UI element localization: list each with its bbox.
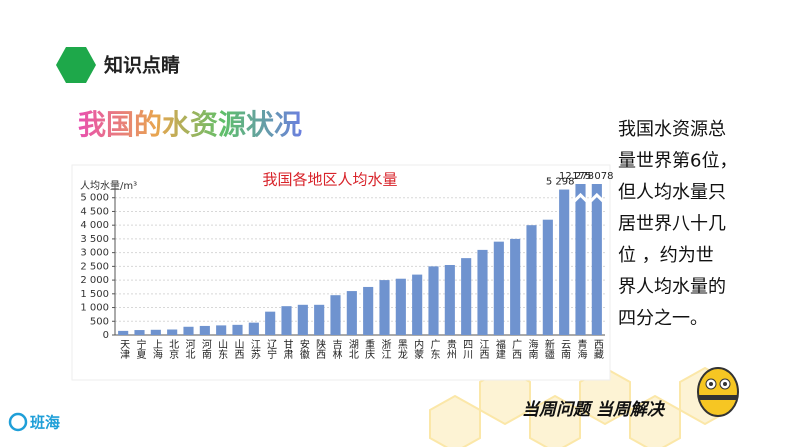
x-tick-label: 湖北 — [346, 339, 358, 359]
y-axis-label: 人均水量/m³ — [80, 180, 137, 192]
bar — [232, 324, 243, 335]
side-text-line: 位 ，约为世 — [618, 245, 714, 266]
x-tick-label: 北京 — [167, 339, 179, 360]
bar — [379, 280, 390, 335]
y-tick-label: 2 000 — [80, 275, 109, 286]
x-tick-label: 甘肃 — [281, 338, 293, 360]
chart-title: 我国各地区人均水量 — [262, 171, 397, 189]
hexagon-icon — [56, 47, 96, 83]
bar — [281, 306, 292, 335]
y-tick-label: 500 — [90, 316, 109, 327]
x-tick-label: 重庆 — [363, 338, 375, 360]
axis-break — [589, 192, 604, 203]
bar — [216, 325, 227, 335]
side-text-line: 居世界八十几 — [618, 214, 726, 235]
x-tick-label: 浙江 — [379, 339, 391, 359]
x-tick-label: 西藏 — [591, 339, 603, 360]
y-tick-label: 5 000 — [80, 193, 109, 204]
x-tick-label: 山西 — [232, 339, 244, 359]
logo-icon — [8, 412, 28, 432]
side-text-line: 界人均水量的 — [618, 277, 726, 298]
side-text-line: 四分之一。 — [618, 308, 708, 329]
x-tick-label: 山东 — [216, 339, 228, 359]
chart-frame — [71, 164, 611, 381]
y-tick-label: 3 500 — [80, 234, 109, 245]
x-tick-label: 福建 — [493, 338, 505, 359]
x-tick-label: 广西 — [510, 339, 522, 359]
y-tick-label: 0 — [103, 330, 109, 341]
bar — [559, 189, 570, 335]
x-tick-label: 青海 — [575, 338, 587, 360]
side-text-line: 量世界第6位， — [618, 151, 737, 172]
x-tick-label: 黑龙 — [395, 339, 407, 359]
y-tick-label: 4 000 — [80, 220, 109, 231]
y-tick-label: 1 500 — [80, 289, 109, 300]
y-tick-label: 4 500 — [80, 206, 109, 217]
bar — [297, 304, 308, 335]
axis-break — [573, 192, 588, 203]
bar — [461, 258, 472, 335]
bar — [265, 311, 276, 335]
x-tick-label: 海南 — [526, 338, 538, 359]
x-tick-label: 云南 — [559, 339, 571, 359]
bar — [314, 304, 325, 335]
x-tick-label: 四川 — [461, 339, 473, 359]
x-tick-label: 天津 — [118, 339, 130, 360]
x-tick-label: 新疆 — [542, 338, 554, 360]
y-tick-label: 2 500 — [80, 261, 109, 272]
x-tick-label: 安徽 — [297, 338, 309, 360]
value-label: 5 298 — [546, 177, 575, 188]
x-tick-label: 上海 — [150, 339, 162, 360]
value-label: 175 078 — [572, 171, 613, 182]
bar — [199, 325, 210, 335]
bar — [591, 184, 602, 335]
x-tick-label: 辽宁 — [265, 339, 277, 359]
bar — [444, 264, 455, 335]
bar — [330, 295, 341, 335]
bar — [493, 241, 504, 335]
slide-title: 我国的水资源状况 — [78, 108, 302, 141]
x-tick-label: 广东 — [428, 339, 440, 359]
slogan: 当周问题 当周解决 — [522, 400, 666, 420]
bar — [542, 219, 553, 335]
x-tick-label: 河北 — [183, 339, 195, 359]
y-tick-label: 1 000 — [80, 303, 109, 314]
side-text-line: 但人均水量只 — [618, 182, 726, 203]
bar — [428, 266, 439, 335]
bar — [118, 330, 129, 335]
bar — [150, 329, 161, 335]
x-tick-label: 江苏 — [248, 339, 260, 360]
logo: 班海 — [30, 414, 60, 432]
bar — [346, 291, 357, 335]
bar — [575, 184, 586, 335]
side-text-line: 我国水资源总 — [618, 119, 726, 140]
y-tick-label: 3 000 — [80, 248, 109, 259]
value-label: 12 278 — [559, 171, 594, 182]
bar — [183, 326, 194, 335]
x-tick-label: 贵州 — [444, 338, 456, 359]
section-title: 知识点睛 — [104, 54, 180, 77]
x-tick-label: 吉林 — [330, 339, 342, 360]
bar — [395, 278, 406, 335]
x-tick-label: 宁夏 — [134, 338, 146, 359]
bar — [167, 329, 178, 335]
x-tick-label: 陕西 — [314, 338, 326, 359]
x-tick-label: 内蒙 — [412, 338, 424, 359]
bar — [134, 330, 145, 335]
x-tick-label: 河南 — [199, 339, 211, 359]
bee — [697, 367, 739, 417]
bar — [526, 225, 537, 335]
bar — [363, 286, 374, 335]
bar — [510, 238, 521, 335]
bar — [412, 274, 423, 335]
bar — [477, 249, 488, 335]
bar — [248, 322, 259, 335]
x-tick-label: 江西 — [477, 339, 489, 359]
